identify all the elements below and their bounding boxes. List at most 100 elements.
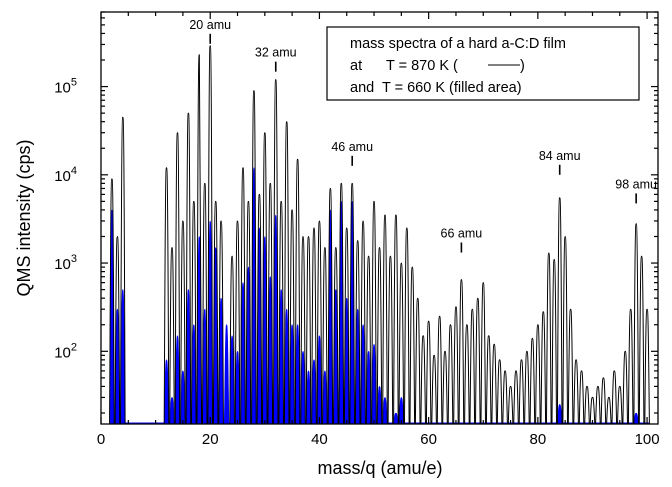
blue-peak-98 (633, 412, 639, 424)
legend-line-2-close: ) (520, 58, 525, 74)
black-peak-86 (567, 308, 574, 424)
black-peak-4 (120, 116, 126, 424)
plot-frame (100, 11, 659, 425)
black-peak-77 (518, 359, 525, 424)
x-tick-label: 0 (97, 431, 105, 448)
black-peak-85 (562, 235, 568, 424)
black-peak-92 (600, 377, 607, 424)
black-peak-24 (229, 255, 235, 424)
x-tick-label: 60 (420, 431, 437, 448)
black-peak-37 (300, 235, 306, 424)
black-peak-97 (627, 308, 634, 424)
black-peak-68 (469, 308, 476, 424)
black-peak-74 (502, 370, 508, 424)
black-peak-33 (278, 200, 284, 424)
black-peak-55 (398, 262, 405, 424)
black-peak-88 (578, 370, 585, 424)
black-peak-52 (382, 214, 388, 424)
peak-annotations: 20 amu 32 amu 46 amu 66 amu 84 amu 98 amu (189, 18, 657, 253)
black-peak-87 (573, 359, 579, 424)
black-peak-90 (589, 396, 596, 424)
black-peak-38 (305, 235, 312, 424)
black-peak-43 (333, 246, 339, 424)
y-tick-label: 102 (54, 341, 77, 361)
x-axis-title: mass/q (amu/e) (317, 458, 442, 478)
black-peak-15 (180, 220, 186, 424)
black-peak-54 (393, 214, 399, 424)
black-spectrum-layer (109, 45, 650, 424)
x-tick-label: 100 (635, 431, 660, 448)
black-peak-47 (354, 239, 361, 424)
legend-line-2: at T = 870 K ( (350, 58, 458, 74)
black-peak-62 (436, 315, 443, 424)
blue-peak-23 (223, 324, 230, 424)
black-peak-63 (442, 350, 448, 424)
black-peak-99 (638, 255, 645, 424)
black-peak-25 (234, 220, 241, 424)
black-peak-48 (360, 220, 366, 424)
black-peak-21 (212, 200, 219, 424)
y-tick-label: 103 (54, 253, 77, 273)
annotation-label: 20 amu (189, 18, 231, 32)
black-peak-89 (584, 385, 590, 424)
black-peak-14 (174, 132, 181, 424)
black-peak-69 (475, 297, 481, 424)
black-peak-73 (496, 359, 503, 424)
y-tick-label: 104 (54, 165, 77, 185)
y-axis: 102 103 104 105 (54, 11, 658, 414)
black-peak-75 (507, 385, 514, 424)
legend-line-1: mass spectra of a hard a-C:D film (350, 36, 566, 52)
black-peak-76 (513, 370, 519, 424)
black-peak-2 (109, 178, 115, 424)
y-axis-title: QMS intensity (cps) (14, 139, 34, 296)
black-peak-17 (191, 200, 197, 424)
black-peak-83 (551, 258, 557, 424)
black-peak-22 (218, 220, 224, 424)
x-tick-label: 40 (311, 431, 328, 448)
black-peak-40 (316, 220, 323, 424)
black-peak-98 (633, 223, 639, 424)
x-tick-label: 80 (530, 431, 547, 448)
black-peak-57 (409, 266, 416, 424)
annotation-label: 98 amu (615, 177, 657, 191)
black-peak-16 (185, 112, 192, 424)
black-peak-60 (425, 320, 432, 424)
black-peak-12 (163, 167, 170, 424)
black-peak-13 (169, 246, 175, 424)
black-peak-39 (311, 227, 317, 424)
annotation-label: 46 amu (331, 140, 373, 154)
black-peak-29 (256, 193, 263, 424)
y-tick-label: 105 (54, 77, 77, 97)
blue-spectrum-layer (109, 167, 650, 424)
black-peak-94 (611, 370, 618, 424)
black-peak-51 (376, 246, 383, 424)
black-peak-20 (207, 45, 213, 424)
black-peak-31 (267, 182, 274, 424)
black-peak-95 (617, 385, 623, 424)
blue-peak-54 (393, 412, 399, 424)
black-peak-82 (546, 252, 552, 424)
black-peak-36 (294, 158, 301, 424)
black-peak-53 (387, 255, 394, 424)
black-peak-41 (322, 246, 328, 424)
black-peak-56 (404, 227, 410, 424)
legend-box: mass spectra of a hard a-C:D film at T =… (326, 26, 640, 101)
black-peak-80 (535, 324, 541, 424)
black-peak-50 (371, 200, 377, 424)
black-peak-100 (644, 308, 650, 424)
black-peak-79 (529, 337, 536, 424)
legend-line-3: and T = 660 K (filled area) (350, 80, 522, 96)
legend-frame (326, 26, 640, 101)
black-peak-66 (458, 279, 465, 424)
black-peak-26 (240, 167, 246, 424)
x-axis: 0 20 40 60 80 100 (97, 12, 660, 448)
black-peak-70 (480, 282, 486, 424)
black-peak-46 (349, 182, 355, 424)
black-peak-44 (338, 182, 345, 424)
black-peak-58 (414, 297, 421, 424)
black-peak-28 (251, 90, 257, 424)
black-peak-49 (365, 255, 372, 424)
black-peak-67 (464, 324, 470, 424)
black-peak-91 (595, 385, 601, 424)
